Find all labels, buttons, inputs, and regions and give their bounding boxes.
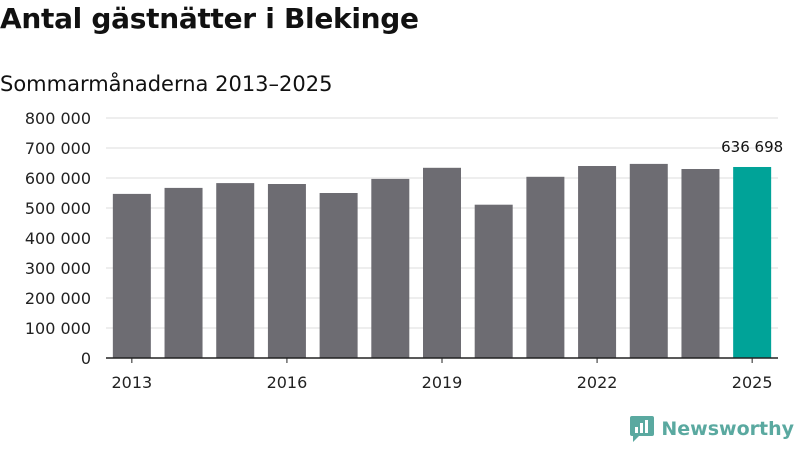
x-tick-label: 2025 [732,373,773,392]
y-tick-label: 800 000 [25,109,91,128]
x-tick-label: 2016 [267,373,308,392]
y-tick-label: 700 000 [25,139,91,158]
bar [681,169,720,358]
y-tick-label: 100 000 [25,319,91,338]
chart-subtitle: Sommarmånaderna 2013–2025 [0,72,333,96]
x-tick-label: 2019 [422,373,463,392]
bar [319,193,358,358]
chart-title: Antal gästnätter i Blekinge [0,2,419,35]
y-tick-label: 600 000 [25,169,91,188]
bar [474,204,513,358]
y-tick-label: 500 000 [25,199,91,218]
y-tick-label: 200 000 [25,289,91,308]
y-tick-label: 400 000 [25,229,91,248]
y-tick-label: 300 000 [25,259,91,278]
data-labels: 636 698 [721,138,783,156]
brand-logo: Newsworthy [629,414,794,444]
bar [371,178,410,358]
bars [112,163,772,358]
data-label: 636 698 [721,138,783,156]
y-axis-tick-labels: 0 100 000 200 000 300 000 400 000 500 000 600 … [25,109,91,368]
bar [526,176,565,358]
x-tick-label: 2022 [577,373,618,392]
bar [267,184,306,358]
bar-highlight [733,166,772,358]
x-axis [106,357,778,363]
brand-name: Newsworthy [661,418,794,440]
bar [629,163,668,358]
bar [578,166,617,358]
x-axis-tick-labels: 2013 2016 2019 2022 2025 [111,373,772,392]
bar [216,183,255,358]
bar [112,193,151,358]
y-tick-label: 0 [81,349,91,368]
bar [164,187,203,358]
newsworthy-chart-bubble-icon [630,416,655,442]
x-tick-label: 2013 [111,373,152,392]
bar [423,167,461,358]
